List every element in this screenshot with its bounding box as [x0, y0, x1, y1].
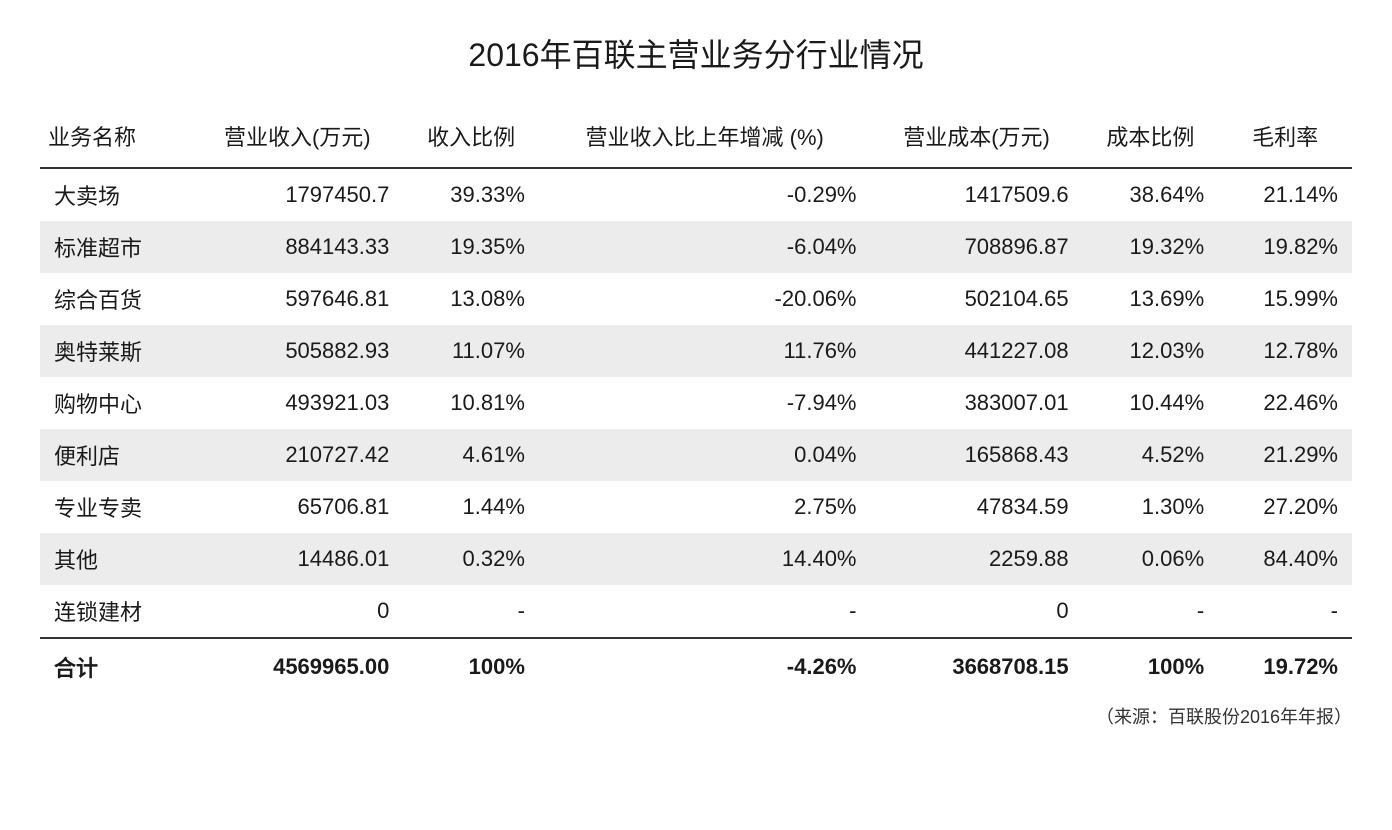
cell-name: 专业专卖: [40, 481, 191, 533]
table-row: 标准超市884143.3319.35%-6.04%708896.8719.32%…: [40, 221, 1352, 273]
cell-costpct: 0.06%: [1083, 533, 1219, 585]
cell-gross: -: [1218, 585, 1352, 638]
cell-yoy: -: [539, 585, 871, 638]
cell-costpct: 1.30%: [1083, 481, 1219, 533]
cell-revenue: 14486.01: [191, 533, 403, 585]
table-footer: 合计 4569965.00 100% -4.26% 3668708.15 100…: [40, 638, 1352, 695]
cell-revenue: 884143.33: [191, 221, 403, 273]
col-cost: 营业成本(万元): [871, 111, 1083, 168]
cell-cost: 165868.43: [871, 429, 1083, 481]
cell-costpct: 4.52%: [1083, 429, 1219, 481]
cell-name: 购物中心: [40, 377, 191, 429]
cell-cost: 47834.59: [871, 481, 1083, 533]
business-table: 业务名称 营业收入(万元) 收入比例 营业收入比上年增减 (%) 营业成本(万元…: [40, 111, 1352, 695]
cell-costpct: 12.03%: [1083, 325, 1219, 377]
cell-gross: 12.78%: [1218, 325, 1352, 377]
cell-costpct: 19.32%: [1083, 221, 1219, 273]
total-revenue: 4569965.00: [191, 638, 403, 695]
cell-gross: 84.40%: [1218, 533, 1352, 585]
table-row: 连锁建材0--0--: [40, 585, 1352, 638]
col-costpct: 成本比例: [1083, 111, 1219, 168]
total-gross: 19.72%: [1218, 638, 1352, 695]
cell-revenue: 597646.81: [191, 273, 403, 325]
table-row: 大卖场1797450.739.33%-0.29%1417509.638.64%2…: [40, 168, 1352, 221]
table-row: 专业专卖65706.811.44%2.75%47834.591.30%27.20…: [40, 481, 1352, 533]
cell-costpct: 38.64%: [1083, 168, 1219, 221]
cell-yoy: 2.75%: [539, 481, 871, 533]
col-gross: 毛利率: [1218, 111, 1352, 168]
total-label: 合计: [40, 638, 191, 695]
cell-gross: 21.14%: [1218, 168, 1352, 221]
cell-revpct: 1.44%: [403, 481, 539, 533]
table-body: 大卖场1797450.739.33%-0.29%1417509.638.64%2…: [40, 168, 1352, 638]
cell-revpct: 4.61%: [403, 429, 539, 481]
cell-gross: 27.20%: [1218, 481, 1352, 533]
cell-cost: 441227.08: [871, 325, 1083, 377]
cell-name: 综合百货: [40, 273, 191, 325]
total-yoy: -4.26%: [539, 638, 871, 695]
col-revpct: 收入比例: [403, 111, 539, 168]
cell-revenue: 493921.03: [191, 377, 403, 429]
cell-revpct: 39.33%: [403, 168, 539, 221]
cell-costpct: 13.69%: [1083, 273, 1219, 325]
cell-gross: 22.46%: [1218, 377, 1352, 429]
cell-revpct: 10.81%: [403, 377, 539, 429]
table-row: 综合百货597646.8113.08%-20.06%502104.6513.69…: [40, 273, 1352, 325]
cell-cost: 0: [871, 585, 1083, 638]
total-costpct: 100%: [1083, 638, 1219, 695]
table-row: 奥特莱斯505882.9311.07%11.76%441227.0812.03%…: [40, 325, 1352, 377]
cell-yoy: -6.04%: [539, 221, 871, 273]
cell-cost: 383007.01: [871, 377, 1083, 429]
cell-revpct: -: [403, 585, 539, 638]
table-row: 便利店210727.424.61%0.04%165868.434.52%21.2…: [40, 429, 1352, 481]
cell-revpct: 11.07%: [403, 325, 539, 377]
cell-cost: 1417509.6: [871, 168, 1083, 221]
source-note: （来源：百联股份2016年年报）: [40, 703, 1352, 729]
cell-cost: 2259.88: [871, 533, 1083, 585]
cell-gross: 15.99%: [1218, 273, 1352, 325]
cell-revpct: 13.08%: [403, 273, 539, 325]
cell-name: 连锁建材: [40, 585, 191, 638]
table-row: 购物中心493921.0310.81%-7.94%383007.0110.44%…: [40, 377, 1352, 429]
cell-yoy: 14.40%: [539, 533, 871, 585]
col-yoy: 营业收入比上年增减 (%): [539, 111, 871, 168]
cell-revenue: 0: [191, 585, 403, 638]
col-name: 业务名称: [40, 111, 191, 168]
cell-name: 便利店: [40, 429, 191, 481]
table-header: 业务名称 营业收入(万元) 收入比例 营业收入比上年增减 (%) 营业成本(万元…: [40, 111, 1352, 168]
cell-revenue: 505882.93: [191, 325, 403, 377]
total-cost: 3668708.15: [871, 638, 1083, 695]
col-revenue: 营业收入(万元): [191, 111, 403, 168]
cell-yoy: -7.94%: [539, 377, 871, 429]
cell-name: 大卖场: [40, 168, 191, 221]
cell-name: 奥特莱斯: [40, 325, 191, 377]
cell-yoy: -0.29%: [539, 168, 871, 221]
cell-costpct: 10.44%: [1083, 377, 1219, 429]
cell-revenue: 1797450.7: [191, 168, 403, 221]
table-title: 2016年百联主营业务分行业情况: [40, 30, 1352, 76]
cell-yoy: 11.76%: [539, 325, 871, 377]
cell-revpct: 19.35%: [403, 221, 539, 273]
cell-revenue: 65706.81: [191, 481, 403, 533]
cell-name: 标准超市: [40, 221, 191, 273]
cell-revenue: 210727.42: [191, 429, 403, 481]
cell-gross: 21.29%: [1218, 429, 1352, 481]
total-revpct: 100%: [403, 638, 539, 695]
cell-cost: 708896.87: [871, 221, 1083, 273]
cell-yoy: -20.06%: [539, 273, 871, 325]
cell-yoy: 0.04%: [539, 429, 871, 481]
cell-name: 其他: [40, 533, 191, 585]
cell-cost: 502104.65: [871, 273, 1083, 325]
cell-costpct: -: [1083, 585, 1219, 638]
cell-gross: 19.82%: [1218, 221, 1352, 273]
cell-revpct: 0.32%: [403, 533, 539, 585]
table-row: 其他14486.010.32%14.40%2259.880.06%84.40%: [40, 533, 1352, 585]
